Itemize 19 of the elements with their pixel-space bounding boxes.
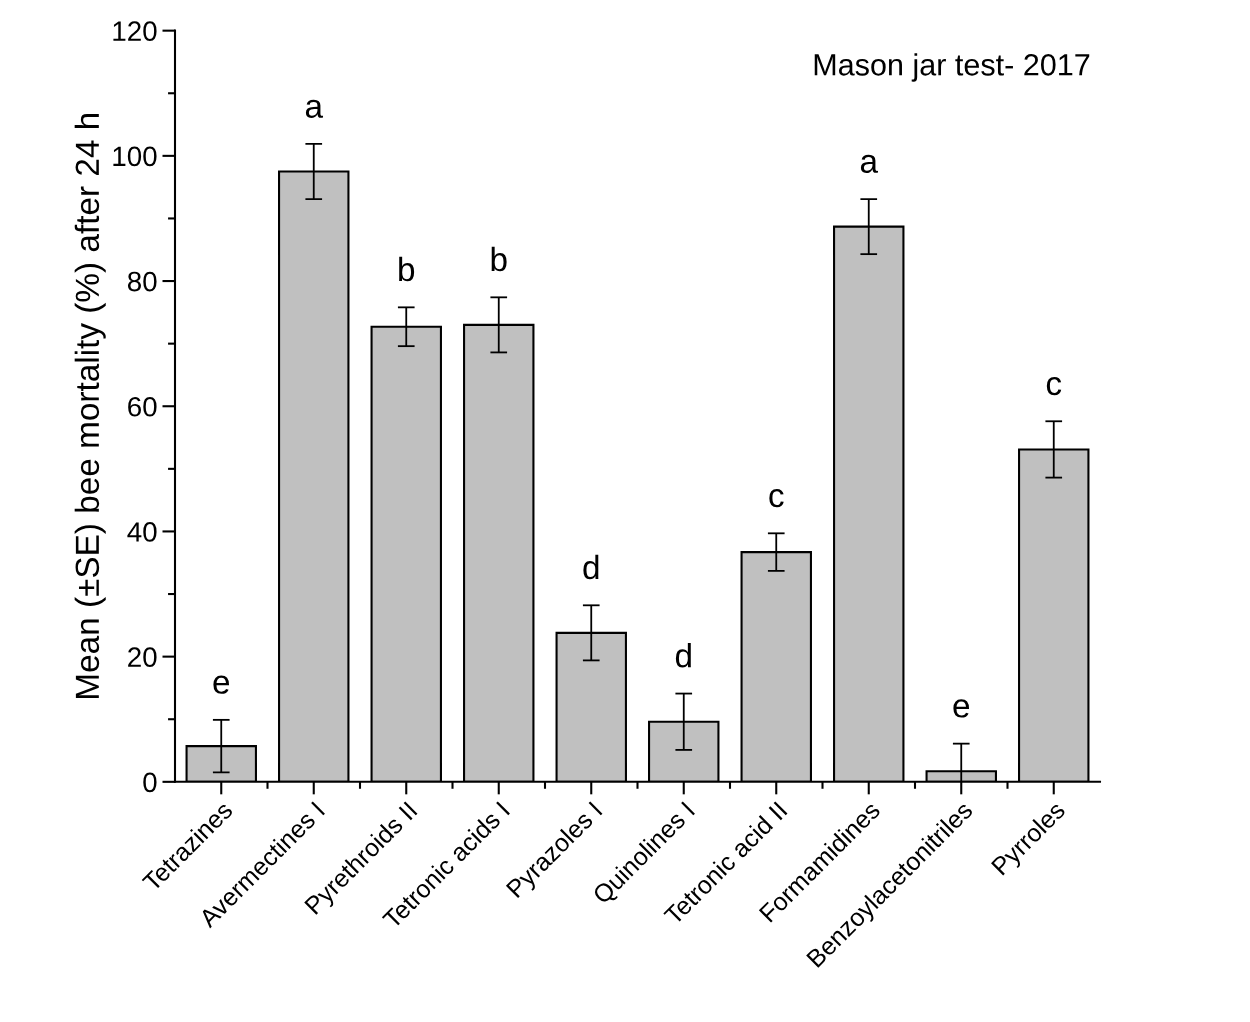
annotation: d: [675, 643, 691, 668]
y-tick-label: 40: [127, 522, 157, 542]
y-axis-title: Mean (±SE) bee mortality (%) after 24 h: [74, 113, 106, 698]
y-tick-label: 80: [127, 271, 157, 292]
y-tick-label: 100: [113, 146, 157, 167]
annotation: e: [953, 699, 970, 718]
annotation: c: [1046, 376, 1062, 396]
annotation: Mason jar test- 2017: [814, 53, 1090, 82]
annotation: b: [491, 246, 507, 272]
annotation: b: [399, 256, 415, 282]
y-tick-label: 20: [128, 647, 157, 667]
annotation: a: [305, 99, 324, 118]
annotation: a: [860, 154, 879, 174]
annotation: d: [583, 554, 599, 580]
y-tick-label: 0: [143, 772, 157, 793]
annotation: c: [769, 489, 784, 508]
annotation: e: [213, 675, 230, 694]
y-tick-label: 60: [128, 396, 157, 417]
y-tick-label: 120: [113, 21, 157, 41]
